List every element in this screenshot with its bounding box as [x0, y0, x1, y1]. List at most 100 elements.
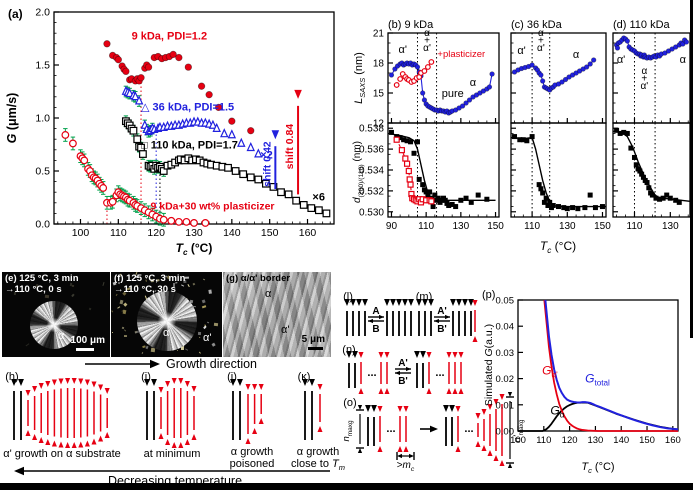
- alpha-prime-label: α': [281, 324, 290, 336]
- chart-p: 100 110 120 130 140 150 160 0.00 0.01 0.02 0.03 0.0…: [496, 296, 681, 447]
- chart-a: 100 110 120 130 140 150 160 0.0 0.5 1.0 1.5 2.0 9 kD…: [35, 7, 335, 239]
- panel-p-chart: 100 110 120 130 140 150 160 0.00 0.01 0.02 0.03 0.0…: [482, 289, 681, 475]
- svg-text:α growth: α growth: [231, 446, 273, 458]
- svg-text:poisoned: poisoned: [230, 458, 275, 470]
- chart-c-bottom: 110 130 150: [510, 122, 611, 232]
- chart-d-bottom: 110 130: [612, 122, 691, 232]
- svg-text:0.536: 0.536: [359, 145, 384, 156]
- svg-text:Simulated G(a.u.): Simulated G(a.u.): [483, 324, 495, 406]
- micrograph-e: (e) 125 °C, 3 min →110 °C, 0 s α 100 μm: [2, 272, 110, 357]
- svg-text:(n): (n): [342, 344, 355, 356]
- panel-bcd-charts: (b) 9 kDa12151821α'α+α'+plasticizerpureα…: [352, 19, 691, 255]
- svg-text:shift 0.84: shift 0.84: [284, 124, 296, 170]
- svg-text:0.5: 0.5: [35, 166, 50, 178]
- svg-text:130: 130: [587, 435, 603, 446]
- series-110kDa-PDI1.7: [121, 115, 331, 218]
- svg-text:(j): (j): [227, 371, 237, 383]
- micrograph-g-caption: (g) α/α' border: [226, 273, 291, 284]
- alpha-label: α: [58, 330, 65, 342]
- svg-text:A': A': [398, 358, 408, 369]
- svg-text:...: ...: [464, 423, 473, 435]
- series-plasticizer: [393, 59, 435, 88]
- svg-text:0.530: 0.530: [359, 207, 384, 218]
- svg-text:0.534: 0.534: [359, 166, 384, 177]
- svg-text:130: 130: [453, 221, 470, 232]
- svg-text:×6: ×6: [312, 192, 325, 204]
- svg-text:α: α: [680, 54, 687, 66]
- bottom-border-bar: [0, 483, 693, 490]
- svg-text:...: ...: [386, 423, 395, 435]
- annotations: Gα' Gtotal Gα: [542, 364, 610, 420]
- svg-text:α': α': [617, 54, 625, 66]
- series-pure-d: [614, 127, 682, 205]
- svg-text:A: A: [372, 306, 379, 317]
- svg-text:+: +: [538, 36, 544, 47]
- micrograph-e-caption: (e) 125 °C, 3 min: [5, 273, 79, 284]
- scalebar: [308, 347, 323, 350]
- svg-text:(i): (i): [141, 371, 151, 383]
- fit-lines: [518, 299, 679, 432]
- svg-text:B: B: [372, 324, 379, 335]
- svg-text:α: α: [641, 66, 647, 77]
- svg-text:12: 12: [373, 119, 385, 130]
- series-9kDa-plasticizer: [61, 128, 210, 227]
- svg-text:at minimum: at minimum: [144, 448, 201, 460]
- scalebar-label: 100 μm: [70, 335, 105, 346]
- svg-text:B': B': [437, 324, 447, 335]
- svg-text:×2: ×2: [260, 149, 273, 161]
- micrograph-f-caption2: →110 °C, 30 s: [114, 284, 176, 295]
- svg-text:110: 110: [110, 227, 127, 239]
- svg-text:110: 110: [418, 221, 434, 232]
- svg-text:α: α: [470, 77, 477, 89]
- svg-text:nmaxg: nmaxg: [341, 420, 354, 441]
- svg-text:α': α': [423, 43, 431, 54]
- spherulite-image: [137, 291, 197, 351]
- diagram-lm: (l)AB(m)A'B': [343, 291, 478, 342]
- svg-text:pure: pure: [442, 88, 464, 100]
- svg-text:140: 140: [223, 227, 241, 239]
- svg-text:+plasticizer: +plasticizer: [437, 49, 485, 60]
- svg-text:LSAXS (nm): LSAXS (nm): [353, 52, 367, 104]
- svg-text:9 kDa+30 wt% plasticizer: 9 kDa+30 wt% plasticizer: [150, 201, 274, 213]
- svg-text:...: ...: [367, 367, 376, 379]
- svg-text:0.01: 0.01: [496, 400, 515, 411]
- svg-text:160: 160: [299, 227, 317, 239]
- svg-text:150: 150: [261, 227, 279, 239]
- svg-text:close to Tm: close to Tm: [291, 458, 345, 472]
- chart-d-top: α'α+α'α: [612, 32, 691, 124]
- svg-text:n'maxg: n'maxg: [512, 419, 525, 442]
- svg-text:1.0: 1.0: [35, 113, 50, 125]
- diagram-growth-sequence: Growth direction (h)α' growth on α substr…: [3, 357, 345, 488]
- svg-text:0.03: 0.03: [496, 348, 515, 359]
- series-pure: [511, 57, 597, 93]
- svg-text:150: 150: [639, 435, 655, 446]
- scalebar: [76, 348, 94, 351]
- svg-text:(b) 9 kDa: (b) 9 kDa: [388, 19, 434, 31]
- alpha-label: α: [265, 288, 272, 300]
- svg-text:(o): (o): [343, 397, 356, 409]
- svg-text:160: 160: [665, 435, 681, 446]
- svg-text:130: 130: [559, 221, 576, 232]
- svg-text:α': α': [640, 81, 648, 92]
- svg-text:α: α: [573, 49, 580, 61]
- svg-text:...: ...: [435, 367, 444, 379]
- svg-text:110: 110: [524, 221, 540, 232]
- svg-text:9 kDa, PDI=1.2: 9 kDa, PDI=1.2: [132, 31, 208, 43]
- diagram-l: (l) AB: [343, 291, 414, 336]
- svg-text:110: 110: [536, 435, 551, 446]
- micrograph-g: (g) α/α' border α α' 5 μm: [223, 272, 331, 357]
- diagram-o: (o) nmaxg ... >mc... n'maxg: [341, 392, 525, 473]
- svg-text:110: 110: [627, 221, 643, 232]
- svg-text:120: 120: [147, 227, 165, 239]
- svg-text:Tc (°C): Tc (°C): [581, 461, 614, 475]
- svg-text:140: 140: [613, 435, 629, 446]
- svg-text:2.0: 2.0: [35, 7, 50, 19]
- diagram-n: (n)... A' B'...: [342, 344, 464, 394]
- svg-text:(p): (p): [482, 289, 495, 301]
- micrograph-f: (f) 125 °C, 3 min →110 °C, 30 s α α': [111, 272, 222, 357]
- svg-text:shift 0.42: shift 0.42: [261, 141, 273, 187]
- svg-text:120: 120: [562, 435, 578, 446]
